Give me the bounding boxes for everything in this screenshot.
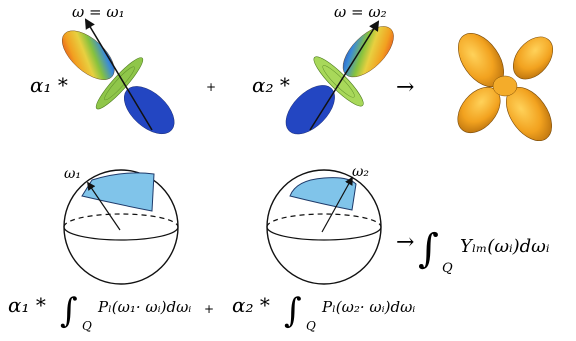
bottom-plus-sign: + <box>204 302 214 316</box>
term-2-integrand: Pₗ(ω₂· ωᵢ)dωᵢ <box>321 298 415 316</box>
lobe-2 <box>285 20 394 135</box>
sphere-1 <box>63 169 179 285</box>
sphere-1-direction-label: ω₁ <box>64 166 81 182</box>
lobe-1-coefficient: α₁ * <box>30 73 68 97</box>
lobe-1 <box>61 18 175 135</box>
result-arrow: → <box>396 230 414 255</box>
sphere-2-direction-label: ω₂ <box>352 164 369 180</box>
term-2-coefficient: α₂ * <box>232 293 270 317</box>
term-1-subscript: Q <box>82 319 92 333</box>
top-arrow: → <box>396 75 414 100</box>
term-1-integrand: Pₗ(ω₁· ωᵢ)dωᵢ <box>97 298 191 316</box>
result-integral-subscript: Q <box>442 261 453 276</box>
result-integral-sign: ∫ <box>418 226 439 272</box>
sphere-2-cap <box>289 177 357 211</box>
lobe-2-axis-label: ω = ω₂ <box>334 3 387 21</box>
sphere-2 <box>266 169 382 285</box>
sphere-1-cap <box>81 172 155 212</box>
term-1-integral-sign: ∫ <box>60 291 78 331</box>
term-1-coefficient: α₁ * <box>8 293 46 317</box>
result-lobe <box>457 33 554 141</box>
term-2-integral-sign: ∫ <box>284 291 302 331</box>
term-2-subscript: Q <box>306 319 316 333</box>
lobe-2-coefficient: α₂ * <box>252 73 290 97</box>
top-plus-sign: + <box>206 80 216 94</box>
lobe-1-axis-label: ω = ω₁ <box>72 3 125 21</box>
result-integrand: Yₗₘ(ωᵢ)dωᵢ <box>460 236 550 257</box>
